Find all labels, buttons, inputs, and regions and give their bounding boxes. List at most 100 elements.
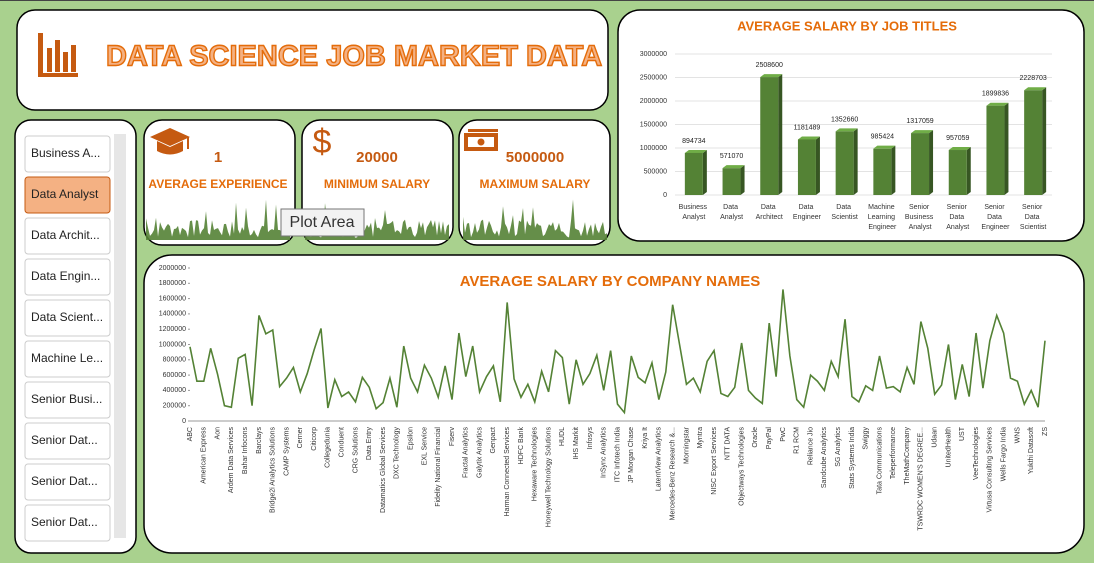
bar xyxy=(948,150,967,195)
bar-side xyxy=(966,147,971,195)
slicer-button[interactable] xyxy=(24,135,111,173)
slicer-label[interactable]: Machine Le... xyxy=(31,351,103,365)
slicer-button[interactable] xyxy=(24,258,111,296)
title-panel xyxy=(16,9,609,111)
x-tick-label: Wells Fargo India xyxy=(1000,427,1007,481)
kpi-sparkline xyxy=(463,199,607,240)
slicer: Business A... Data Analyst Data Archit... D… xyxy=(24,135,111,542)
kpi-label: MINIMUM SALARY xyxy=(324,177,430,191)
slicer-button[interactable] xyxy=(24,340,111,378)
y-tick-label: 2500000 xyxy=(640,74,667,81)
bar-side xyxy=(702,149,707,195)
x-tick-label: Honeywell Technology Solutions xyxy=(545,427,552,528)
bar xyxy=(1024,90,1043,195)
kpi-value: 5000000 xyxy=(506,149,564,166)
line xyxy=(189,289,1046,415)
x-tick-label: American Express xyxy=(201,427,208,484)
bar-side xyxy=(853,128,858,195)
kpi-label: AVERAGE EXPERIENCE xyxy=(148,177,287,191)
tooltip-box xyxy=(280,208,365,237)
bar-top xyxy=(873,145,896,149)
slicer-button[interactable] xyxy=(24,422,111,460)
y-tick-label: 3000000 xyxy=(640,51,667,58)
x-tick-label: DXC Technology xyxy=(394,427,401,480)
x-tick-label: Sandcube Analytics xyxy=(821,427,828,489)
slicer-label[interactable]: Business A... xyxy=(31,146,100,160)
bar xyxy=(684,152,703,195)
data-label: 957059 xyxy=(946,135,969,142)
x-tick-label: NTT DATA xyxy=(725,427,732,460)
x-tick-label: Myntra xyxy=(697,427,704,449)
slicer-button[interactable] xyxy=(24,176,111,214)
bar-side xyxy=(1042,87,1047,195)
x-tick-label: UST xyxy=(959,426,966,441)
x-tick-label: WNS xyxy=(1014,427,1021,444)
slicer-label[interactable]: Data Archit... xyxy=(31,228,100,242)
y-tick-label: 0 xyxy=(663,192,667,199)
x-tick-label: PayPal xyxy=(766,427,773,450)
kpi-value: 20000 xyxy=(356,149,398,166)
data-label: 1317059 xyxy=(906,118,933,125)
y-tick-label: 600000 xyxy=(163,372,186,379)
bar-top xyxy=(835,128,858,132)
slicer-button[interactable] xyxy=(24,299,111,337)
y-tick-label: 500000 xyxy=(644,168,667,175)
y-tick-label: 1500000 xyxy=(640,121,667,128)
y-tick-label: 800000 xyxy=(163,357,186,364)
bar-top xyxy=(948,147,971,151)
x-tick-label: Aon xyxy=(214,427,221,440)
y-tick-label: 2000000 xyxy=(640,98,667,105)
bar xyxy=(797,139,816,195)
bar xyxy=(911,133,930,195)
kpi-label: MAXIMUM SALARY xyxy=(480,177,591,191)
slicer-button[interactable] xyxy=(24,381,111,419)
x-tick-label: Senior Business Analyst xyxy=(905,204,935,231)
x-tick-label: NISC Export Services xyxy=(711,427,718,495)
slicer-label[interactable]: Senior Dat... xyxy=(31,515,98,529)
x-tick-label: Oracle xyxy=(752,427,759,448)
x-tick-label: Senior Data Engineer xyxy=(981,204,1010,231)
x-tick-label: Infosys xyxy=(587,427,594,450)
chart-title: AVERAGE SALARY BY COMPANY NAMES xyxy=(460,273,761,290)
bar-side xyxy=(929,130,934,195)
slicer-label[interactable]: Senior Busi... xyxy=(31,392,102,406)
slicer-label[interactable]: Data Analyst xyxy=(31,187,99,201)
x-tick-label: IHS Markit xyxy=(573,427,580,460)
slicer-label[interactable]: Senior Dat... xyxy=(31,433,98,447)
chart-title: AVERAGE SALARY BY JOB TITLES xyxy=(737,18,957,33)
x-tick-label: CAMP Systems xyxy=(283,427,290,476)
bar-top xyxy=(911,130,934,134)
tooltip: Plot Area xyxy=(290,214,355,231)
x-tick-label: Objectways Technologies xyxy=(738,427,745,506)
cash-icon xyxy=(464,129,498,151)
y-tick-label: 1000000 xyxy=(640,145,667,152)
x-tick-label: ABC xyxy=(187,427,194,441)
x-tick-label: Udaan xyxy=(932,427,939,448)
data-label: 2228703 xyxy=(1020,75,1047,82)
x-tick-label: Reliance Jio xyxy=(807,427,814,465)
slicer-label[interactable]: Data Scient... xyxy=(31,310,103,324)
x-tick-label: ZS xyxy=(1042,427,1049,436)
x-tick-label: Data Scientist xyxy=(831,204,858,221)
x-tick-label: PwC xyxy=(780,427,787,442)
slicer-button[interactable] xyxy=(24,463,111,501)
bar-side xyxy=(740,165,745,195)
bar-side xyxy=(891,145,896,195)
bar-top xyxy=(684,149,707,153)
x-tick-label: Data Entry xyxy=(366,427,373,461)
x-tick-label: Machine Learning Engineer xyxy=(868,204,897,231)
y-tick-label: 1600000 xyxy=(159,295,186,302)
x-tick-label: HUDL xyxy=(559,427,566,446)
x-tick-label: Ardem Data Services xyxy=(228,427,235,494)
scrollbar[interactable] xyxy=(114,134,126,538)
chart-icon xyxy=(38,33,78,77)
x-tick-label: Data Analyst xyxy=(720,204,743,221)
bar xyxy=(760,77,779,195)
slicer-label[interactable]: Data Engin... xyxy=(31,269,100,283)
bar-top xyxy=(986,102,1009,106)
slicer-label[interactable]: Senior Dat... xyxy=(31,474,98,488)
bar xyxy=(873,148,892,195)
slicer-button[interactable] xyxy=(24,217,111,255)
slicer-button[interactable] xyxy=(24,504,111,542)
x-tick-label: HDFC Bank xyxy=(518,427,525,465)
